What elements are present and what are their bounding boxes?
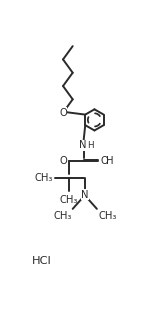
Text: CH₃: CH₃	[53, 211, 71, 221]
Text: O: O	[100, 156, 108, 166]
Text: N: N	[79, 140, 87, 150]
Text: HCl: HCl	[31, 256, 51, 266]
Text: O: O	[59, 108, 67, 118]
Text: CH₃: CH₃	[98, 211, 117, 221]
Text: N: N	[81, 190, 89, 200]
Text: O: O	[59, 156, 67, 166]
Text: H: H	[87, 141, 94, 150]
Text: CH₃: CH₃	[60, 195, 78, 205]
Text: CH₃: CH₃	[35, 173, 53, 183]
Text: H: H	[106, 156, 113, 166]
